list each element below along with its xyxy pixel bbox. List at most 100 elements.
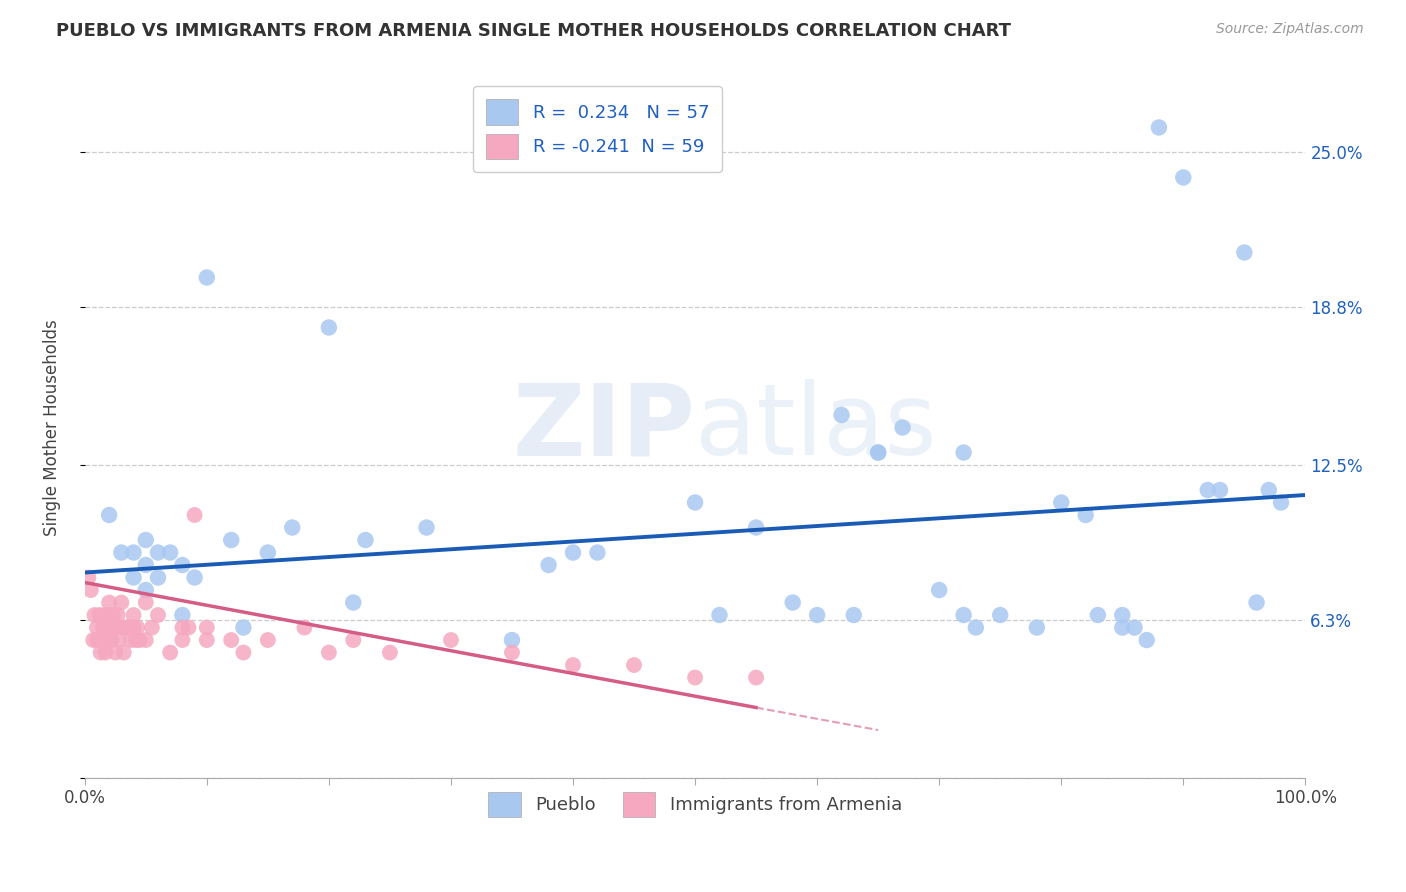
Point (683, 671, 706, 685)
Point (104, 646, 127, 660)
Point (146, 570, 169, 584)
Point (1197, 483, 1219, 497)
Point (256, 633, 278, 648)
Point (98, 508, 121, 522)
Point (183, 570, 205, 584)
Point (135, 595, 157, 609)
Point (745, 520, 768, 534)
Point (294, 621, 316, 635)
Point (125, 633, 148, 648)
Point (94, 646, 117, 660)
Point (318, 320, 340, 334)
Point (100, 633, 122, 648)
Point (122, 621, 145, 635)
Point (562, 545, 585, 559)
Point (868, 445, 890, 459)
Point (112, 646, 135, 660)
Point (110, 621, 132, 635)
Point (1074, 508, 1097, 522)
Point (281, 520, 304, 534)
Point (1025, 621, 1047, 635)
Point (104, 621, 127, 635)
Point (195, 633, 218, 648)
Point (146, 607, 169, 622)
Point (928, 582, 950, 597)
Point (868, 445, 890, 459)
Point (1111, 621, 1133, 635)
Point (108, 633, 131, 648)
Point (440, 633, 463, 648)
Point (172, 558, 194, 572)
Point (127, 621, 149, 635)
Point (1123, 621, 1146, 635)
Point (806, 607, 828, 622)
Point (745, 671, 768, 685)
Point (159, 545, 181, 559)
Point (122, 607, 145, 622)
Point (1147, 120, 1170, 135)
Point (1270, 495, 1292, 509)
Y-axis label: Single Mother Households: Single Mother Households (44, 319, 60, 536)
Point (1111, 607, 1133, 622)
Point (831, 408, 853, 422)
Point (1257, 483, 1279, 497)
Point (117, 621, 139, 635)
Point (354, 533, 377, 547)
Point (537, 558, 560, 572)
Point (501, 646, 523, 660)
Point (623, 658, 645, 673)
Point (1173, 170, 1195, 185)
Point (135, 582, 157, 597)
Point (98, 595, 121, 609)
Point (183, 508, 205, 522)
Point (135, 533, 157, 547)
Text: PUEBLO VS IMMIGRANTS FROM ARMENIA SINGLE MOTHER HOUSEHOLDS CORRELATION CHART: PUEBLO VS IMMIGRANTS FROM ARMENIA SINGLE… (56, 22, 1011, 40)
Point (172, 607, 194, 622)
Point (77, 570, 100, 584)
Point (90, 646, 112, 660)
Point (952, 445, 974, 459)
Point (562, 658, 585, 673)
Point (96, 633, 118, 648)
Point (195, 621, 218, 635)
Point (232, 646, 254, 660)
Point (135, 633, 157, 648)
Point (91, 633, 114, 648)
Point (98, 607, 121, 622)
Point (965, 621, 987, 635)
Point (128, 633, 150, 648)
Point (952, 607, 974, 622)
Point (100, 621, 122, 635)
Point (172, 621, 194, 635)
Point (146, 545, 169, 559)
Point (1136, 633, 1159, 648)
Text: atlas: atlas (695, 379, 936, 476)
Point (93, 607, 115, 622)
Point (988, 607, 1011, 622)
Point (342, 595, 364, 609)
Point (86, 633, 108, 648)
Point (110, 595, 132, 609)
Point (172, 633, 194, 648)
Point (1233, 245, 1256, 260)
Point (122, 545, 145, 559)
Point (110, 545, 132, 559)
Point (842, 607, 865, 622)
Point (120, 633, 142, 648)
Point (683, 495, 706, 509)
Point (91, 621, 114, 635)
Point (141, 621, 163, 635)
Point (342, 633, 364, 648)
Point (1209, 483, 1232, 497)
Point (415, 520, 437, 534)
Point (98, 621, 121, 635)
Point (219, 533, 242, 547)
Point (195, 270, 218, 285)
Point (586, 545, 609, 559)
Point (256, 545, 278, 559)
Point (1050, 495, 1073, 509)
Point (782, 595, 804, 609)
Point (118, 621, 141, 635)
Point (107, 607, 129, 622)
Point (89, 607, 111, 622)
